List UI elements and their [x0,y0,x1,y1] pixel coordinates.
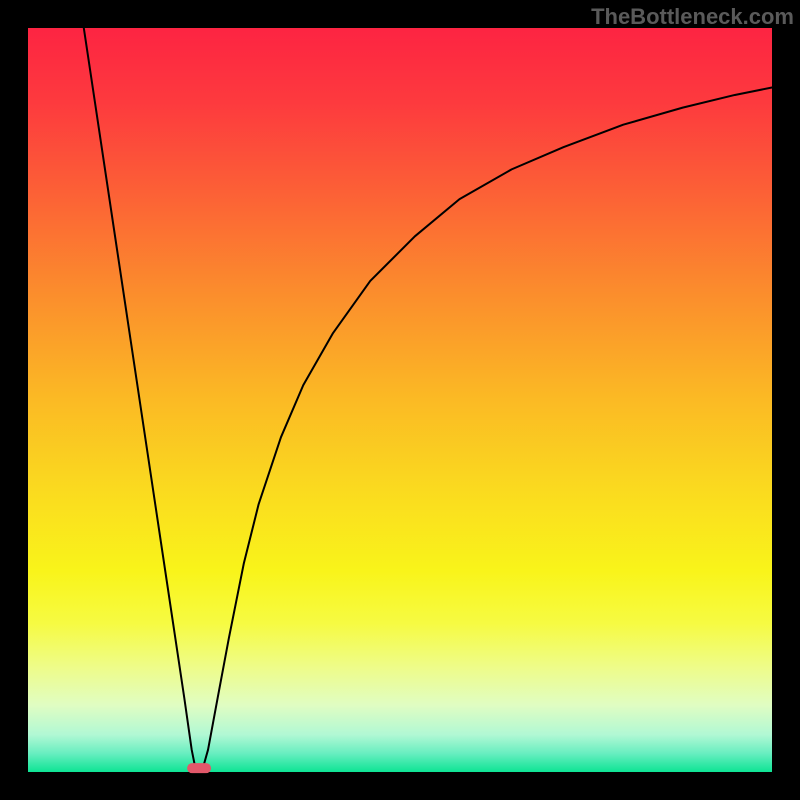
chart-container: TheBottleneck.com [0,0,800,800]
plot-area [28,28,772,772]
attribution-text: TheBottleneck.com [591,4,794,30]
bottleneck-marker [187,763,211,773]
bottleneck-curve [28,28,772,772]
